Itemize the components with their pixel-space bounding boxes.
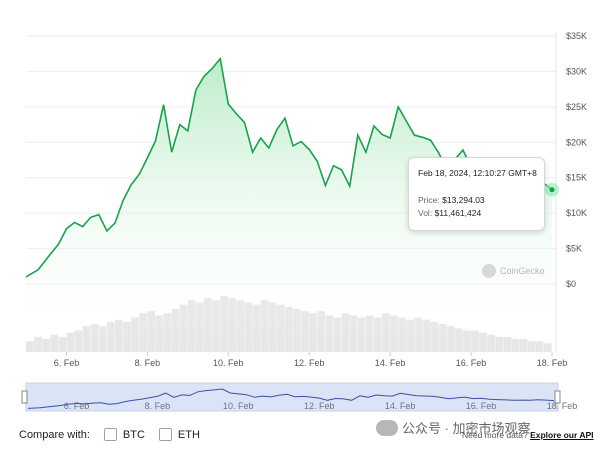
x-tick-label: 8. Feb	[135, 358, 161, 368]
btc-checkbox[interactable]	[103, 428, 117, 441]
y-tick-label: $25K	[566, 102, 587, 112]
watermark-text: CoinGecko	[500, 266, 545, 276]
wechat-overlay: 公众号 · 加密市场观察	[376, 418, 531, 437]
tooltip: Feb 18, 2024, 12:10:27 GMT+8 Price: $13,…	[408, 157, 545, 231]
tooltip-date: Feb 18, 2024, 12:10:27 GMT+8	[418, 168, 537, 178]
btc-label[interactable]: BTC	[122, 428, 145, 441]
x-tick-label: 16. Feb	[456, 358, 487, 368]
navigator-tick-label: 12. Feb	[304, 401, 335, 411]
tooltip-vol: $11,461,424	[434, 208, 482, 218]
x-tick-label: 14. Feb	[375, 358, 406, 368]
coingecko-logo-icon	[482, 264, 496, 278]
navigator-area[interactable]	[25, 382, 559, 412]
compare-bar: Compare with: BTC ETH	[19, 428, 200, 441]
y-tick-label: $35K	[566, 31, 587, 41]
hover-marker-core	[549, 187, 555, 193]
tooltip-vol-label: Vol:	[418, 208, 433, 218]
navigator-tick-label: 10. Feb	[223, 401, 254, 411]
navigator-tick-label: 18. Feb	[547, 401, 578, 411]
navigator-tick-label: 8. Feb	[145, 401, 171, 411]
price-line	[25, 56, 553, 278]
compare-label: Compare with:	[19, 428, 90, 441]
x-tick-label: 12. Feb	[294, 358, 325, 368]
eth-checkbox[interactable]	[158, 428, 172, 441]
coingecko-watermark: CoinGecko	[482, 264, 545, 278]
wechat-icon	[376, 419, 398, 436]
y-tick-label: $10K	[566, 208, 587, 218]
navigator-right-handle[interactable]	[554, 390, 561, 404]
navigator-tick-label: 16. Feb	[466, 401, 497, 411]
explore-api-link[interactable]: Explore our API	[530, 430, 594, 440]
y-tick-label: $20K	[566, 137, 587, 147]
x-tick-label: 18. Feb	[537, 358, 568, 368]
tooltip-price: $13,294.03	[442, 195, 485, 205]
y-tick-label: $0	[566, 279, 576, 289]
navigator-tick-label: 14. Feb	[385, 401, 416, 411]
x-tick-label: 6. Feb	[54, 358, 80, 368]
wechat-text: 公众号 · 加密市场观察	[402, 421, 531, 436]
navigator-tick-label: 6. Feb	[64, 401, 90, 411]
api-prompt: Need more data?	[462, 430, 528, 440]
navigator-left-handle[interactable]	[21, 390, 28, 404]
y-tick-label: $15K	[566, 173, 587, 183]
x-tick-label: 10. Feb	[213, 358, 244, 368]
tooltip-price-label: Price:	[418, 195, 440, 205]
y-tick-label: $30K	[566, 66, 587, 76]
eth-label[interactable]: ETH	[177, 428, 200, 441]
api-link-area: Need more data? Explore our API	[462, 430, 594, 440]
y-tick-label: $5K	[566, 244, 582, 254]
navigator-line	[27, 388, 555, 409]
